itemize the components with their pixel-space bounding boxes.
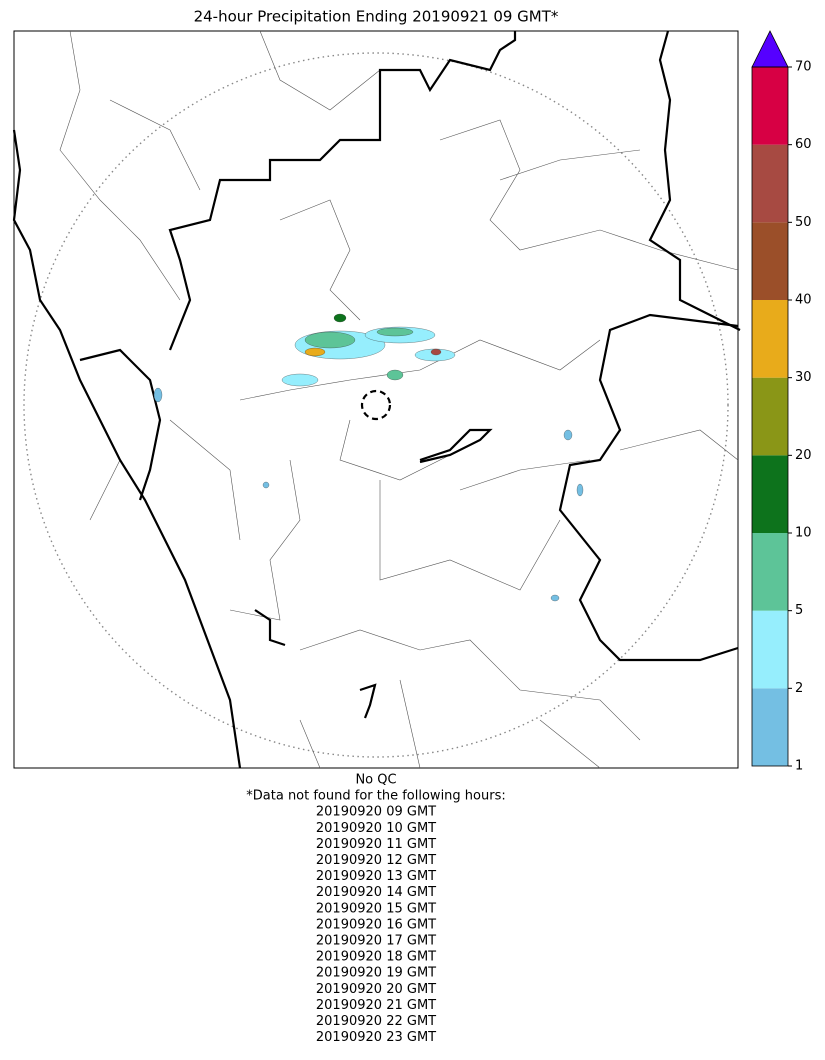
colorbar-outline [751, 66, 789, 767]
colorbar-tick-label: 5 [795, 603, 803, 618]
coastline [12, 129, 242, 769]
colorbar-tick-label: 2 [795, 681, 803, 696]
colorbar-tick-label: 1 [795, 759, 803, 774]
note-line: 20190920 16 GMT [316, 917, 436, 932]
radar-site [360, 389, 392, 421]
radar-range-ring [23, 52, 729, 758]
state-borders [12, 30, 741, 769]
precipitation-areas [153, 313, 584, 602]
colorbar-segment [752, 144, 788, 223]
note-line: No QC [355, 773, 396, 788]
colorbar-segment [752, 455, 788, 533]
note-line: 20190920 22 GMT [316, 1014, 436, 1029]
district-borders [59, 30, 739, 769]
note-line: 20190920 18 GMT [316, 950, 436, 965]
note-line: 20190920 14 GMT [316, 885, 436, 900]
colorbar-segment [752, 300, 788, 378]
colorbar-extend [751, 30, 789, 68]
colorbar-segment [752, 222, 788, 300]
note-line: 20190920 21 GMT [316, 998, 436, 1013]
colorbar-segment [752, 688, 788, 766]
colorbar-tick-label: 40 [795, 293, 812, 308]
colorbar-tick-label: 10 [795, 526, 812, 541]
map [12, 30, 741, 769]
colorbar: 1 2 5 10 20 30 40 50 60 70 [751, 30, 812, 774]
colorbar-tick-label: 20 [795, 448, 812, 463]
note-line: 20190920 09 GMT [316, 805, 436, 820]
map-frame [13, 30, 739, 769]
notes: No QC*Data not found for the following h… [246, 773, 505, 1046]
colorbar-segment [752, 533, 788, 611]
colorbar-tick-label: 50 [795, 215, 812, 230]
map-title: 24-hour Precipitation Ending 20190921 09… [194, 8, 559, 26]
note-line: 20190920 12 GMT [316, 853, 436, 868]
note-line: 20190920 15 GMT [316, 901, 436, 916]
note-line: 20190920 19 GMT [316, 966, 436, 981]
colorbar-tick-label: 60 [795, 137, 812, 152]
note-line: *Data not found for the following hours: [246, 789, 505, 804]
note-line: 20190920 11 GMT [316, 837, 436, 852]
colorbar-segment [752, 67, 788, 145]
colorbar-tick-label: 30 [795, 370, 812, 385]
note-line: 20190920 17 GMT [316, 934, 436, 949]
note-line: 20190920 20 GMT [316, 982, 436, 997]
note-line: 20190920 23 GMT [316, 1030, 436, 1045]
colorbar-segment [752, 377, 788, 456]
note-line: 20190920 13 GMT [316, 869, 436, 884]
note-line: 20190920 10 GMT [316, 821, 436, 836]
colorbar-tick-label: 70 [795, 60, 812, 75]
colorbar-segment [752, 610, 788, 689]
